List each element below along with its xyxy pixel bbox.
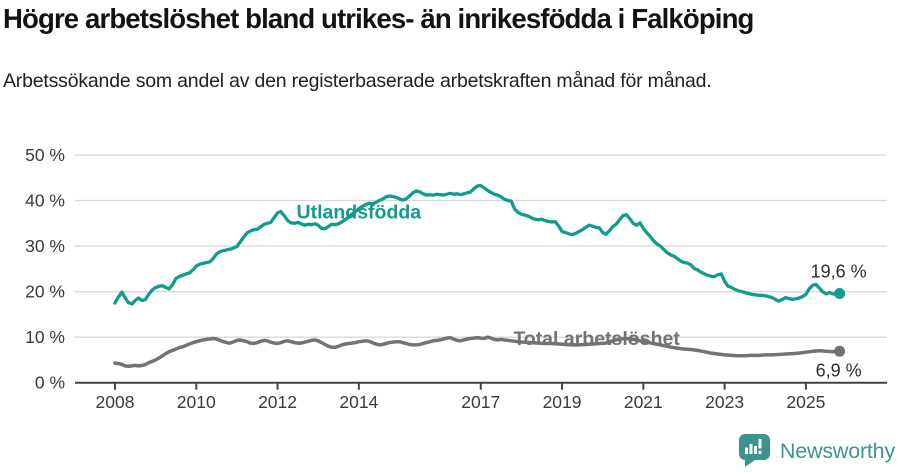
y-tick-label: 10 %: [25, 327, 65, 347]
chart-subtitle: Arbetssökande som andel av den registerb…: [3, 70, 712, 92]
series-inline-label: Total arbetslöshet: [513, 328, 680, 350]
series-end-value-label: 19,6 %: [811, 261, 867, 281]
y-tick-label: 30 %: [25, 236, 65, 256]
x-tick-label: 2017: [461, 392, 500, 412]
line-chart: 0 % 10 % 20 % 30 % 40 % 50 % 2008 2010 2012 2014 2…: [25, 145, 887, 412]
x-tick-label: 2023: [705, 392, 744, 412]
x-tick-label: 2019: [543, 392, 582, 412]
y-tick-label: 40 %: [25, 191, 65, 211]
series-line-total-arbetsl-shet: [113, 335, 842, 369]
x-tick-label: 2025: [786, 392, 825, 412]
series-inline-label: Utlandsfödda: [297, 201, 422, 223]
y-tick-label: 20 %: [25, 282, 65, 302]
series-line-utlandsf-dda: [113, 183, 842, 306]
y-tick-label: 50 %: [25, 145, 65, 165]
x-tick-label: 2012: [258, 392, 297, 412]
x-tick-label: 2008: [96, 392, 135, 412]
newsworthy-logo-icon: [738, 434, 770, 467]
x-tick-label: 2021: [624, 392, 663, 412]
logo-exclamation-bar: [758, 439, 762, 449]
page-title: Högre arbetslöshet bland utrikes- än inr…: [3, 3, 754, 34]
x-tick-label: 2010: [177, 392, 216, 412]
brand-name: Newsworthy: [779, 438, 895, 463]
logo-exclamation-dot: [758, 450, 762, 454]
x-tick-label: 2014: [339, 392, 378, 412]
series-end-dot: [834, 287, 846, 299]
series-end-dot: [834, 345, 846, 357]
y-tick-label: 0 %: [35, 373, 65, 393]
series-end-value-label: 6,9 %: [816, 360, 862, 380]
logo-bar-chart: [744, 439, 762, 454]
brand-footer: Newsworthy: [738, 434, 895, 468]
